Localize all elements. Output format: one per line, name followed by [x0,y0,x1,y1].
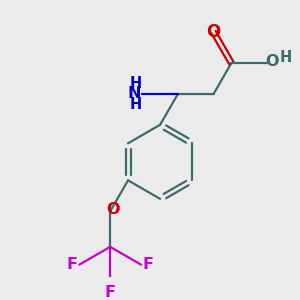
Text: H: H [280,50,292,64]
Text: F: F [105,285,116,300]
Text: H: H [130,97,142,112]
Text: O: O [265,54,279,69]
Text: F: F [67,257,78,272]
Text: O: O [206,23,221,41]
Text: O: O [106,202,120,217]
Text: F: F [142,257,153,272]
Text: H: H [130,76,142,91]
Text: N: N [128,86,141,101]
